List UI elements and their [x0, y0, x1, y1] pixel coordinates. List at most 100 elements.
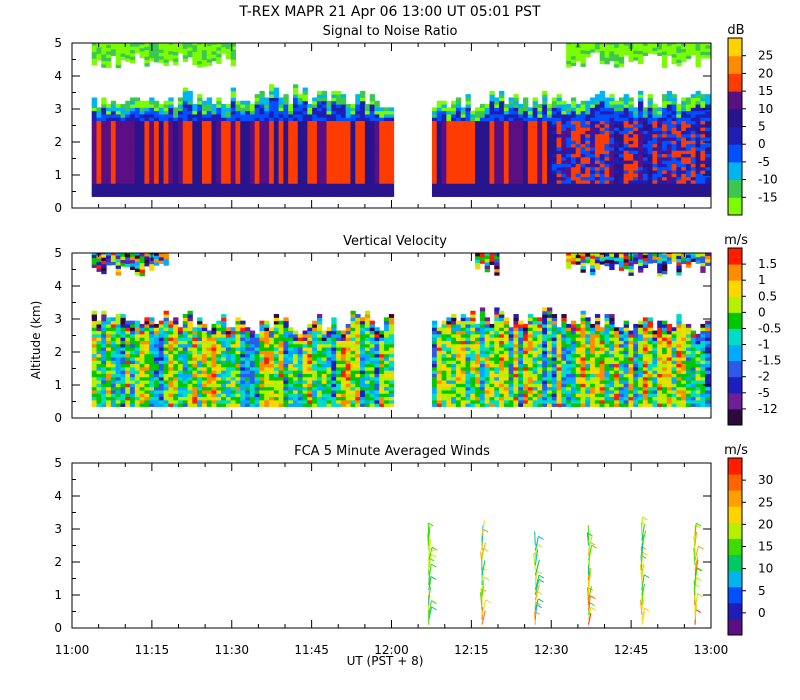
heatmap-cell	[556, 123, 562, 128]
heatmap-cell	[321, 137, 328, 141]
heatmap-cell	[350, 176, 356, 181]
heatmap-cell	[316, 113, 323, 118]
heatmap-cell	[235, 104, 241, 108]
heatmap-cell	[259, 150, 265, 155]
heatmap-cell	[106, 163, 112, 168]
heatmap-cell	[192, 153, 198, 158]
heatmap-cell	[187, 393, 193, 398]
heatmap-cell	[197, 183, 203, 188]
heatmap-cell	[120, 373, 126, 378]
heatmap-cell	[134, 97, 141, 102]
heatmap-cell	[671, 127, 677, 131]
heatmap-cell	[177, 163, 184, 168]
heatmap-cell	[149, 403, 155, 407]
heatmap-cell	[695, 133, 701, 138]
heatmap-cell	[216, 43, 222, 48]
heatmap-cell	[187, 146, 193, 151]
heatmap-cell	[647, 127, 653, 131]
heatmap-cell	[604, 120, 610, 125]
heatmap-cell	[225, 189, 232, 194]
heatmap-cell	[618, 127, 625, 131]
heatmap-cell	[110, 48, 117, 53]
heatmap-cell	[249, 353, 256, 358]
heatmap-cell	[168, 353, 174, 358]
heatmap-cell	[182, 330, 189, 335]
heatmap-cell	[638, 117, 644, 122]
heatmap-cell	[316, 176, 323, 181]
heatmap-cell	[120, 370, 126, 374]
heatmap-cell	[187, 360, 193, 365]
heatmap-cell	[523, 153, 529, 158]
heatmap-cell	[134, 350, 141, 355]
colorbar-swatch	[728, 55, 742, 74]
heatmap-cell	[168, 393, 174, 398]
heatmap-cell	[154, 146, 160, 151]
heatmap-cell	[221, 160, 227, 164]
heatmap-cell	[245, 166, 251, 171]
heatmap-cell	[580, 170, 586, 174]
heatmap-cell	[307, 183, 313, 188]
heatmap-cell	[470, 120, 476, 125]
heatmap-cell	[187, 376, 193, 381]
heatmap-cell	[316, 153, 323, 158]
heatmap-cell	[96, 120, 102, 125]
heatmap-cell	[484, 113, 490, 118]
heatmap-cell	[599, 133, 605, 138]
heatmap-cell	[192, 51, 198, 56]
heatmap-cell	[465, 100, 471, 105]
heatmap-cell	[451, 100, 457, 105]
heatmap-cell	[662, 44, 668, 49]
heatmap-cell	[671, 117, 677, 122]
heatmap-cell	[125, 179, 131, 184]
heatmap-cell	[225, 113, 232, 118]
heatmap-cell	[101, 323, 107, 328]
heatmap-cell	[326, 133, 332, 138]
heatmap-cell	[144, 386, 150, 391]
heatmap-cell	[158, 383, 165, 388]
heatmap-cell	[235, 317, 241, 322]
heatmap-cell	[134, 356, 141, 361]
heatmap-cell	[254, 376, 260, 381]
heatmap-cell	[240, 189, 246, 194]
heatmap-cell	[96, 156, 102, 161]
heatmap-cell	[163, 62, 169, 67]
heatmap-cell	[288, 170, 294, 174]
heatmap-cell	[460, 153, 467, 158]
heatmap-cell	[542, 150, 548, 155]
heatmap-cell	[700, 176, 706, 181]
heatmap-cell	[475, 120, 481, 125]
heatmap-cell	[666, 163, 673, 168]
heatmap-cell	[307, 186, 313, 191]
heatmap-cell	[254, 353, 260, 358]
heatmap-cell	[604, 176, 610, 181]
heatmap-cell	[259, 173, 265, 178]
heatmap-cell	[134, 46, 141, 50]
heatmap-cell	[110, 166, 117, 171]
heatmap-cell	[489, 140, 495, 145]
heatmap-cell	[302, 143, 308, 148]
heatmap-cell	[455, 186, 462, 191]
heatmap-cell	[197, 133, 203, 138]
heatmap-cell	[647, 123, 653, 128]
heatmap-cell	[230, 100, 236, 105]
heatmap-cell	[455, 150, 462, 155]
heatmap-cell	[197, 189, 203, 194]
heatmap-cell	[216, 337, 222, 341]
heatmap-cell	[249, 193, 256, 197]
heatmap-cell	[201, 130, 208, 135]
heatmap-cell	[542, 120, 548, 125]
heatmap-cell	[532, 163, 538, 168]
heatmap-cell	[173, 333, 179, 338]
heatmap-cell	[206, 113, 213, 118]
heatmap-cell	[221, 340, 227, 345]
heatmap-cell	[484, 127, 490, 131]
heatmap-cell	[374, 193, 380, 197]
heatmap-cell	[144, 170, 150, 174]
heatmap-cell	[201, 193, 208, 197]
heatmap-cell	[154, 173, 160, 178]
heatmap-cell	[101, 366, 107, 371]
heatmap-cell	[546, 186, 553, 191]
heatmap-cell	[647, 143, 653, 148]
heatmap-cell	[96, 337, 102, 341]
heatmap-cell	[355, 163, 361, 168]
